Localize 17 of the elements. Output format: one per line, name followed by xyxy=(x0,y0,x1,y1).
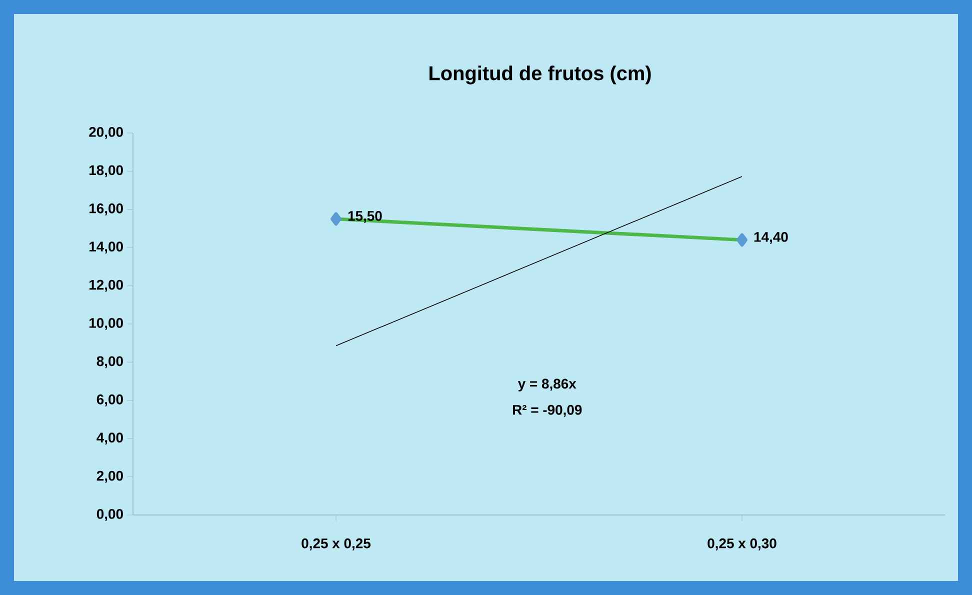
annotation: R² = -90,09 xyxy=(512,404,582,417)
y-tick-label: 20,00 xyxy=(89,127,123,139)
y-tick-label: 16,00 xyxy=(89,203,123,216)
y-tick-label: 6,00 xyxy=(96,394,123,406)
y-tick-label: 14,00 xyxy=(89,242,123,254)
y-tick-label: 12,00 xyxy=(89,280,123,292)
data-label: 14,40 xyxy=(754,232,788,244)
y-tick-label: 8,00 xyxy=(96,356,123,368)
y-tick-label: 2,00 xyxy=(96,470,123,483)
y-tick-label: 0,00 xyxy=(96,509,123,521)
annotation: y = 8,86x xyxy=(518,378,576,392)
x-tick-label: 0,25 x 0,25 xyxy=(302,538,371,550)
y-tick-label: 10,00 xyxy=(89,318,123,330)
y-tick-label: 4,00 xyxy=(96,432,123,445)
x-tick-label: 0,25 x 0,30 xyxy=(708,538,776,550)
y-tick-label: 18,00 xyxy=(89,165,123,178)
chart-title: Longitud de frutos (cm) xyxy=(430,66,651,84)
